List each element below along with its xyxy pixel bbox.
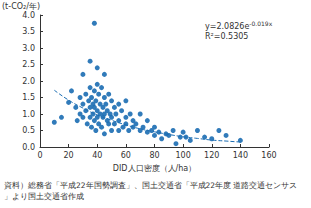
svg-text:40: 40 bbox=[92, 151, 102, 160]
svg-text:4.0: 4.0 bbox=[22, 11, 35, 20]
svg-text:160: 160 bbox=[261, 151, 276, 160]
svg-text:0: 0 bbox=[37, 151, 42, 160]
svg-text:」より国土交通省作成: 」より国土交通省作成 bbox=[4, 192, 84, 201]
svg-text:1.5: 1.5 bbox=[22, 93, 35, 102]
svg-text:y=2.0826e: y=2.0826e bbox=[205, 22, 249, 31]
svg-text:3.0: 3.0 bbox=[22, 44, 35, 53]
svg-text:1.0: 1.0 bbox=[22, 110, 35, 119]
svg-text:資料）総務省「平成22年国勢調査」、国土交通省「平成22年度: 資料）総務省「平成22年国勢調査」、国土交通省「平成22年度 道路交通センサス bbox=[4, 181, 297, 190]
svg-text:120: 120 bbox=[204, 151, 219, 160]
svg-text:60: 60 bbox=[121, 151, 131, 160]
svg-text:DID人口密度（人/ha）: DID人口密度（人/ha） bbox=[113, 164, 196, 173]
svg-text:3.5: 3.5 bbox=[22, 27, 35, 36]
svg-text:100: 100 bbox=[175, 151, 190, 160]
svg-text:2.5: 2.5 bbox=[22, 60, 35, 69]
svg-text:80: 80 bbox=[149, 151, 159, 160]
svg-text:(t-CO₂/年): (t-CO₂/年) bbox=[2, 2, 40, 11]
svg-text:20: 20 bbox=[64, 151, 74, 160]
svg-text:R²=0.5305: R²=0.5305 bbox=[205, 32, 248, 41]
svg-text:0.5: 0.5 bbox=[22, 126, 35, 135]
svg-text:-0.019x: -0.019x bbox=[249, 20, 272, 27]
svg-text:140: 140 bbox=[233, 151, 248, 160]
svg-text:2.0: 2.0 bbox=[22, 77, 35, 86]
svg-text:0.0: 0.0 bbox=[22, 143, 35, 152]
